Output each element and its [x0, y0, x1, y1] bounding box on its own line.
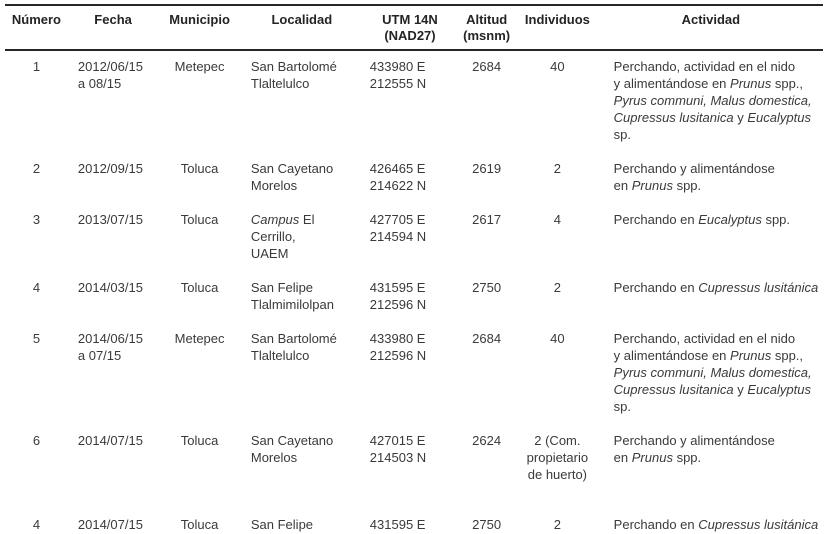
cell-actividad: Perchando y alimentándose en Prunus spp. — [613, 161, 775, 193]
cell-numero: 4 — [32, 280, 41, 295]
cell-municipio: Toluca — [180, 212, 219, 227]
cell-fecha: 2014/03/15 — [77, 280, 143, 295]
cell-individuos: 40 — [550, 59, 565, 74]
cell-localidad: San Cayetano Morelos — [250, 433, 334, 465]
cell-fecha: 2012/09/15 — [77, 161, 143, 176]
table-body: 1 2012/06/15 a 08/15 Metepec San Bartolomé Tl… — [5, 50, 823, 534]
table-row: 5 2014/06/15 a 07/15 Metepec San Bartolomé Tl… — [5, 323, 823, 425]
column-header-municipio: Municipio — [169, 12, 230, 27]
cell-localidad: San Bartolomé Tlaltelulco — [250, 331, 337, 363]
column-header-numero: Número — [11, 12, 61, 27]
cell-altitud: 2750 — [472, 517, 502, 532]
table-row: 6 2014/07/15 Toluca San Cayetano Morelos 4270… — [5, 425, 823, 509]
cell-altitud: 2624 — [472, 433, 502, 448]
table-row: 4 2014/03/15 Toluca San Felipe Tlalmimilolpa… — [5, 272, 823, 323]
cell-utm: 433980 E 212596 N — [369, 331, 427, 363]
cell-numero: 4 — [32, 517, 41, 532]
cell-municipio: Toluca — [180, 517, 219, 532]
cell-actividad: Perchando en Eucalyptus spp. — [613, 212, 791, 227]
cell-actividad: Perchando en Cupressus lusitánica — [613, 517, 819, 532]
cell-fecha: 2014/06/15 a 07/15 — [77, 331, 143, 363]
cell-individuos: 2 (Com. propietario de huerto) — [526, 433, 589, 482]
cell-numero: 3 — [32, 212, 41, 227]
column-header-utm: UTM 14N (NAD27) — [382, 12, 438, 43]
cell-utm: 426465 E 214622 N — [369, 161, 427, 193]
column-header-individuos: Individuos — [524, 12, 590, 27]
cell-localidad: San Bartolomé Tlaltelulco — [250, 59, 337, 91]
header-row: Número Fecha Municipio Localidad UTM 14N (NAD… — [5, 5, 823, 50]
cell-municipio: Toluca — [180, 433, 219, 448]
cell-actividad: Perchando en Cupressus lusitánica — [613, 280, 819, 295]
cell-fecha: 2014/07/15 — [77, 433, 143, 448]
table-header: Número Fecha Municipio Localidad UTM 14N (NAD… — [5, 5, 823, 50]
table-row: 1 2012/06/15 a 08/15 Metepec San Bartolomé Tl… — [5, 50, 823, 153]
cell-fecha: 2013/07/15 — [77, 212, 143, 227]
cell-actividad: Perchando y alimentándose en Prunus spp. — [613, 433, 775, 465]
cell-fecha: 2012/06/15 a 08/15 — [77, 59, 143, 91]
observations-table: Número Fecha Municipio Localidad UTM 14N (NAD… — [5, 4, 823, 534]
cell-localidad: Campus El Cerrillo, UAEM — [250, 212, 315, 261]
column-header-altitud: Altitud (msnm) — [463, 12, 511, 43]
column-header-fecha: Fecha — [94, 12, 132, 27]
cell-numero: 2 — [32, 161, 41, 176]
cell-individuos: 2 — [553, 517, 561, 532]
cell-municipio: Toluca — [180, 280, 219, 295]
cell-actividad: Perchando, actividad en el nido y aliment… — [613, 331, 812, 414]
table-row: 4 2014/07/15 Toluca San FelipeTlalmimilolpa… — [5, 509, 823, 534]
cell-individuos: 2 — [553, 280, 561, 295]
cell-altitud: 2617 — [472, 212, 502, 227]
table-row: 2 2012/09/15 Toluca San Cayetano Morelos 4264… — [5, 153, 823, 204]
cell-individuos: 40 — [550, 331, 565, 346]
cell-municipio: Toluca — [180, 161, 219, 176]
cell-utm: 427015 E 214503 N — [369, 433, 427, 465]
cell-utm: 433980 E 212555 N — [369, 59, 427, 91]
table-row: 3 2013/07/15 Toluca Campus El Cerrillo, UAEM… — [5, 204, 823, 272]
cell-fecha: 2014/07/15 — [77, 517, 143, 532]
cell-altitud: 2684 — [472, 331, 502, 346]
cell-utm: 427705 E 214594 N — [369, 212, 427, 244]
cell-numero: 6 — [32, 433, 41, 448]
column-header-actividad: Actividad — [681, 12, 741, 27]
cell-individuos: 2 — [553, 161, 561, 176]
cell-numero: 5 — [32, 331, 41, 346]
cell-individuos: 4 — [553, 212, 561, 227]
cell-altitud: 2619 — [472, 161, 502, 176]
cell-actividad: Perchando, actividad en el nido y aliment… — [613, 59, 812, 142]
cell-altitud: 2750 — [472, 280, 502, 295]
cell-municipio: Metepec — [174, 59, 225, 74]
cell-numero: 1 — [32, 59, 41, 74]
column-header-localidad: Localidad — [271, 12, 333, 27]
cell-localidad: San Cayetano Morelos — [250, 161, 334, 193]
cell-altitud: 2684 — [472, 59, 502, 74]
cell-municipio: Metepec — [174, 331, 225, 346]
